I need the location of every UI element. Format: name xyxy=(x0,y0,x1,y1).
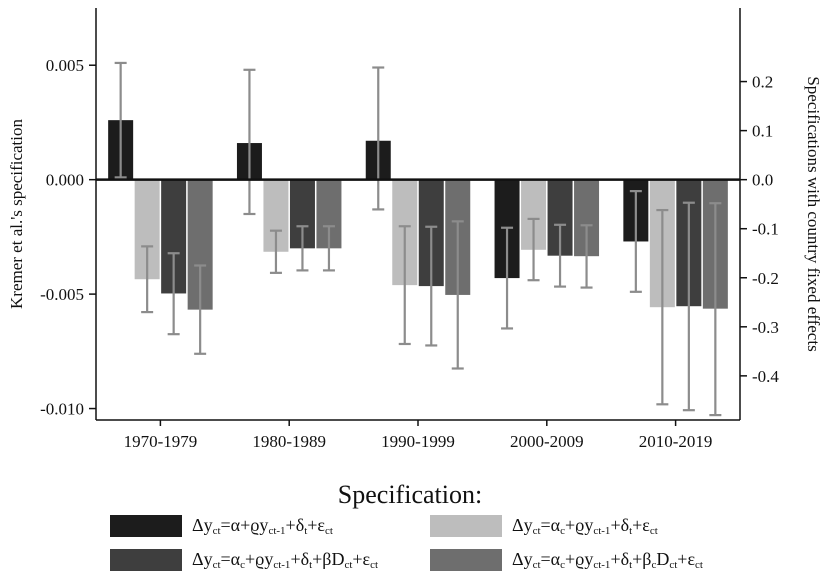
legend-item: Δyct=αc+ϱyct-1+δt+βcDct+εct xyxy=(430,548,703,572)
x-tick-label: 2010-2019 xyxy=(639,432,713,451)
legend-label: Δyct=αc+ϱyct-1+δt+εct xyxy=(512,515,658,537)
left-tick-label: 0.005 xyxy=(46,56,84,75)
left-tick-label: -0.010 xyxy=(40,400,84,419)
legend-swatch xyxy=(430,515,502,537)
legend-label: Δyct=αc+ϱyct-1+δt+βDct+εct xyxy=(192,549,379,571)
legend-item: Δyct=α+ϱyct-1+δt+εct xyxy=(110,514,333,538)
x-tick-label: 2000-2009 xyxy=(510,432,584,451)
right-tick-label: 0.0 xyxy=(752,171,773,190)
x-tick-label: 1990-1999 xyxy=(381,432,455,451)
right-tick-label: -0.1 xyxy=(752,220,779,239)
legend-swatch xyxy=(430,549,502,571)
right-tick-label: -0.2 xyxy=(752,269,779,288)
legend-label: Δyct=αc+ϱyct-1+δt+βcDct+εct xyxy=(512,549,703,571)
left-axis-label: Kremer et al.'s specification xyxy=(7,119,26,309)
left-tick-label: 0.000 xyxy=(46,171,84,190)
right-tick-label: -0.3 xyxy=(752,318,779,337)
legend-swatch xyxy=(110,549,182,571)
x-tick-label: 1970-1979 xyxy=(124,432,198,451)
x-tick-label: 1980-1989 xyxy=(252,432,326,451)
legend-item: Δyct=αc+ϱyct-1+δt+βDct+εct xyxy=(110,548,378,572)
legend-swatch xyxy=(110,515,182,537)
legend-label: Δyct=α+ϱyct-1+δt+εct xyxy=(192,515,333,537)
right-tick-label: 0.1 xyxy=(752,122,773,141)
right-axis-label: Specifications with country fixed effect… xyxy=(804,76,820,351)
legend-title: Specification: xyxy=(337,480,483,509)
left-tick-label: -0.005 xyxy=(40,285,84,304)
legend-item: Δyct=αc+ϱyct-1+δt+εct xyxy=(430,514,658,538)
right-tick-label: 0.2 xyxy=(752,73,773,92)
plot-area xyxy=(108,61,728,417)
bar-chart: Kremer et al.'s specification Specificat… xyxy=(7,8,820,451)
right-tick-label: -0.4 xyxy=(752,367,779,386)
